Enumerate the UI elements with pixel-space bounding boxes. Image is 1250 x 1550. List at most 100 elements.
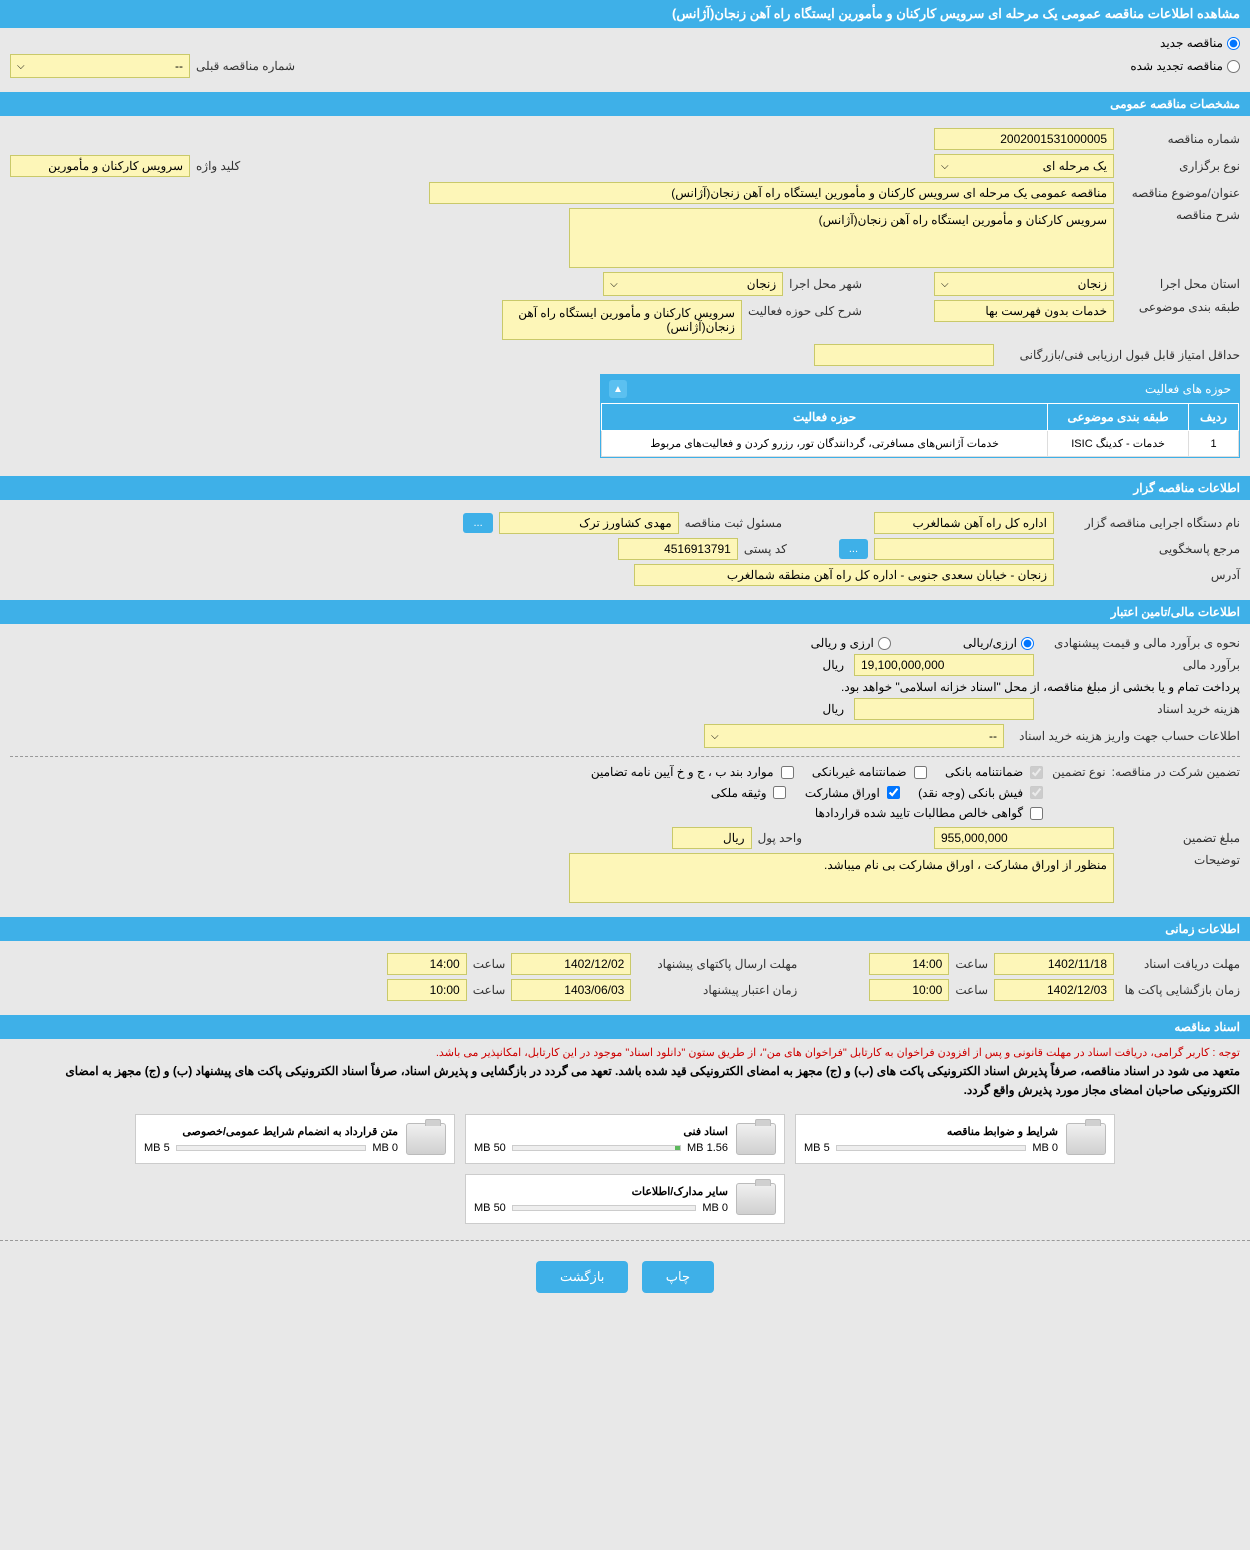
send-date: 1402/12/02: [511, 953, 631, 975]
file-card[interactable]: متن قرارداد به انضمام شرایط عمومی/خصوصی …: [135, 1114, 455, 1164]
guarantee-type-label: نوع تضمین: [1052, 765, 1105, 779]
payment-note: پرداخت تمام و یا بخشی از مبلغ مناقصه، از…: [841, 680, 1240, 694]
cb-regulation[interactable]: موارد بند ب ، ج و خ آیین نامه تضامین: [591, 765, 797, 779]
radio-both[interactable]: ارزی و ریالی: [811, 636, 891, 650]
cb-nonbank-guarantee[interactable]: ضمانتنامه غیربانکی: [812, 765, 930, 779]
file-used-3: 0 MB: [702, 1202, 728, 1214]
subject-field: مناقصه عمومی یک مرحله ای سرویس کارکنان و…: [429, 182, 1114, 204]
separator-bottom: [0, 1240, 1250, 1241]
prev-number-label: شماره مناقصه قبلی: [196, 59, 295, 73]
doc-fee-currency: ریال: [822, 702, 844, 716]
table-row: 1 خدمات - کدینگ ISIC خدمات آژانس‌های مسا…: [602, 431, 1239, 457]
radio-renewed-label: مناقصه تجدید شده: [1130, 59, 1223, 73]
category-field: خدمات بدون فهرست بها: [934, 300, 1114, 322]
collapse-icon[interactable]: ▲: [609, 380, 627, 398]
radio-rial-input[interactable]: [1021, 637, 1034, 650]
activity-table: ردیف طبقه بندی موضوعی حوزه فعالیت 1 خدما…: [601, 403, 1239, 457]
file-card[interactable]: اسناد فنی 1.56 MB 50 MB: [465, 1114, 785, 1164]
estimate-field: 19,100,000,000: [854, 654, 1034, 676]
send-label: مهلت ارسال پاکتهای پیشنهاد: [637, 957, 797, 971]
separator: [10, 756, 1240, 757]
section-general-header: مشخصات مناقصه عمومی: [0, 92, 1250, 116]
radio-rial[interactable]: ارزی/ریالی: [963, 636, 1034, 650]
keyword-field: سرویس کارکنان و مأمورین: [10, 155, 190, 177]
radio-rial-label: ارزی/ریالی: [963, 636, 1017, 650]
scope-label: شرح کلی حوزه فعالیت: [748, 300, 862, 318]
radio-both-input[interactable]: [878, 637, 891, 650]
section-documents-header: اسناد مناقصه: [0, 1015, 1250, 1039]
section-timing-body: مهلت دریافت اسناد 1402/11/18 ساعت 14:00 …: [0, 941, 1250, 1013]
th-scope: حوزه فعالیت: [602, 404, 1048, 431]
open-label: زمان بازگشایی پاکت ها: [1120, 983, 1240, 997]
city-label: شهر محل اجرا: [789, 277, 862, 291]
prev-number-select[interactable]: --: [10, 54, 190, 78]
account-value: --: [989, 729, 997, 743]
address-label: آدرس: [1060, 568, 1240, 582]
activity-panel: حوزه های فعالیت ▲ ردیف طبقه بندی موضوعی …: [600, 374, 1240, 458]
notice-bold: متعهد می شود در اسناد مناقصه، صرفاً پذیر…: [10, 1062, 1240, 1100]
file-title-1: اسناد فنی: [474, 1125, 728, 1138]
file-card[interactable]: شرایط و ضوابط مناقصه 0 MB 5 MB: [795, 1114, 1115, 1164]
subject-label: عنوان/موضوع مناقصه: [1120, 186, 1240, 200]
description-field: سرویس کارکنان و مأمورین ایستگاه راه آهن …: [569, 208, 1114, 268]
radio-both-label: ارزی و ریالی: [811, 636, 874, 650]
folder-icon: [736, 1183, 776, 1215]
activity-header: حوزه های فعالیت ▲: [601, 375, 1239, 403]
postal-field: 4516913791: [618, 538, 738, 560]
more-button-1[interactable]: ...: [463, 513, 492, 533]
province-value: زنجان: [1078, 277, 1107, 291]
unit-field: ریال: [672, 827, 752, 849]
postal-label: کد پستی: [744, 542, 787, 556]
cb-bonds[interactable]: اوراق مشارکت: [805, 786, 903, 800]
cb-receivables[interactable]: گواهی خالص مطالبات تایید شده قراردادها: [815, 806, 1046, 820]
th-cat: طبقه بندی موضوعی: [1048, 404, 1189, 431]
file-used-2: 0 MB: [372, 1142, 398, 1154]
city-value: زنجان: [747, 277, 776, 291]
exec-label: نام دستگاه اجرایی مناقصه گزار: [1060, 516, 1240, 530]
cb-bank-guarantee[interactable]: ضمانتنامه بانکی: [945, 765, 1046, 779]
file-title-2: متن قرارداد به انضمام شرایط عمومی/خصوصی: [144, 1125, 398, 1138]
tender-number-label: شماره مناقصه: [1120, 132, 1240, 146]
radio-renewed-input[interactable]: [1227, 60, 1240, 73]
file-used-0: 0 MB: [1032, 1142, 1058, 1154]
notes-field: منظور از اوراق مشارکت ، اوراق مشارکت بی …: [569, 853, 1114, 903]
section-general-body: شماره مناقصه 2002001531000005 نوع برگزار…: [0, 116, 1250, 474]
meter-bar: [512, 1205, 697, 1211]
meter-bar: [176, 1145, 367, 1151]
estimate-method-label: نحوه ی برآورد مالی و قیمت پیشنهادی: [1040, 636, 1240, 650]
file-card[interactable]: سایر مدارک/اطلاعات 0 MB 50 MB: [465, 1174, 785, 1224]
print-button[interactable]: چاپ: [642, 1261, 714, 1293]
folder-icon: [406, 1123, 446, 1155]
scope-field: سرویس کارکنان و مأمورین ایستگاه راه آهن …: [502, 300, 742, 340]
folder-icon: [1066, 1123, 1106, 1155]
file-grid: شرایط و ضوابط مناقصه 0 MB 5 MB اسناد فنی…: [0, 1106, 1250, 1232]
radio-new-tender[interactable]: مناقصه جدید: [1160, 36, 1240, 50]
notice-red: توجه : کاربر گرامی، دریافت اسناد در مهلت…: [10, 1045, 1240, 1063]
contact-label: مرجع پاسخگویی: [1060, 542, 1240, 556]
category-label: طبقه بندی موضوعی: [1120, 300, 1240, 314]
cb-cash[interactable]: فیش بانکی (وجه نقد): [918, 786, 1046, 800]
validity-time-label: ساعت: [473, 983, 506, 997]
activity-title: حوزه های فعالیت: [1145, 382, 1231, 396]
guarantee-amount-field: 955,000,000: [934, 827, 1114, 849]
receive-time: 14:00: [869, 953, 949, 975]
more-button-2[interactable]: ...: [839, 539, 868, 559]
file-total-1: 50 MB: [474, 1142, 506, 1154]
meter-bar: [836, 1145, 1027, 1151]
back-button[interactable]: بازگشت: [536, 1261, 628, 1293]
exec-field: اداره کل راه آهن شمالغرب: [874, 512, 1054, 534]
cell-row: 1: [1189, 431, 1239, 457]
account-select[interactable]: --: [704, 724, 1004, 748]
radio-new-input[interactable]: [1227, 37, 1240, 50]
province-select[interactable]: زنجان: [934, 272, 1114, 296]
notes-label: توضیحات: [1120, 853, 1240, 867]
radio-renewed-tender[interactable]: مناقصه تجدید شده: [1130, 59, 1240, 73]
estimate-label: برآورد مالی: [1040, 658, 1240, 672]
folder-icon: [736, 1123, 776, 1155]
doc-fee-field: [854, 698, 1034, 720]
validity-date: 1403/06/03: [511, 979, 631, 1001]
cb-property[interactable]: وثیقه ملکی: [711, 786, 790, 800]
type-select[interactable]: یک مرحله ای: [934, 154, 1114, 178]
file-title-3: سایر مدارک/اطلاعات: [474, 1185, 728, 1198]
city-select[interactable]: زنجان: [603, 272, 783, 296]
